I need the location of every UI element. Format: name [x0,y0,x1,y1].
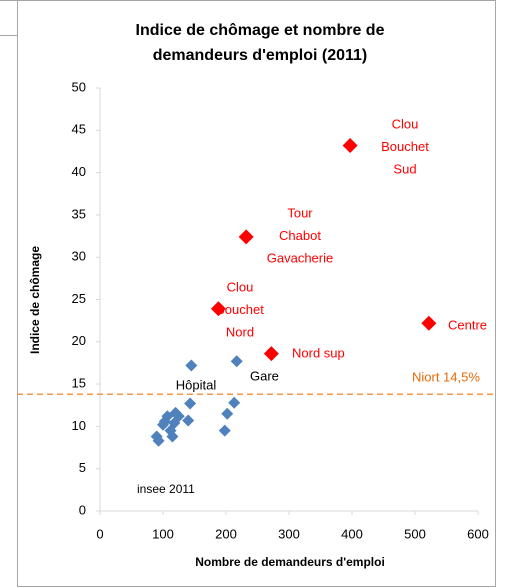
point [421,315,437,331]
x-tick-label: 300 [278,526,300,541]
annotation: insee 2011 [137,482,195,496]
annotation: Hôpital [176,377,217,392]
annotation: Sud [393,161,416,176]
chart-frame [17,0,496,587]
point [230,355,243,368]
point [166,430,179,443]
annotation: Tour [287,205,313,220]
x-axis-title: Nombre de demandeurs d'emploi [195,555,385,569]
point [221,407,234,420]
x-tick-label: 500 [404,526,426,541]
y-tick-label: 20 [72,333,86,348]
annotation: Gare [250,368,279,383]
point [182,414,195,427]
annotation: Chabot [279,228,321,243]
annotation: Nord sup [292,345,345,360]
x-tick-label: 0 [96,526,103,541]
annotation: Clou [392,116,419,131]
x-tick-label: 100 [152,526,174,541]
point [210,301,226,317]
chart-title: Indice de chômage et nombre de [136,22,385,39]
y-axis-title: Indice de chômage [28,246,42,354]
point [184,397,197,410]
y-tick-label: 40 [72,164,86,179]
y-tick-label: 50 [72,79,86,94]
x-tick-label: 400 [341,526,363,541]
x-tick-label: 600 [467,526,489,541]
annotation: Bouchet [381,139,429,154]
annotation: Centre [448,317,487,332]
point [238,229,254,245]
point [263,346,279,362]
y-tick-label: 25 [72,291,86,306]
y-tick-label: 5 [79,460,86,475]
y-tick-label: 30 [72,249,86,264]
point [172,410,185,423]
y-tick-label: 45 [72,122,86,137]
point [185,359,198,372]
point [152,434,165,447]
annotation: Nord [226,324,254,339]
y-tick-label: 35 [72,206,86,221]
y-tick-label: 10 [72,418,86,433]
annotation: Gavacherie [267,250,333,265]
point [342,138,358,154]
point [228,396,241,409]
point [218,424,231,437]
y-tick-label: 15 [72,376,86,391]
reference-label: Niort 14,5% [412,369,480,384]
y-tick-label: 0 [79,502,86,517]
annotation: Bouchet [216,302,264,317]
x-tick-label: 200 [215,526,237,541]
annotation: Clou [227,279,254,294]
chart-title: demandeurs d'emploi (2011) [153,47,368,64]
